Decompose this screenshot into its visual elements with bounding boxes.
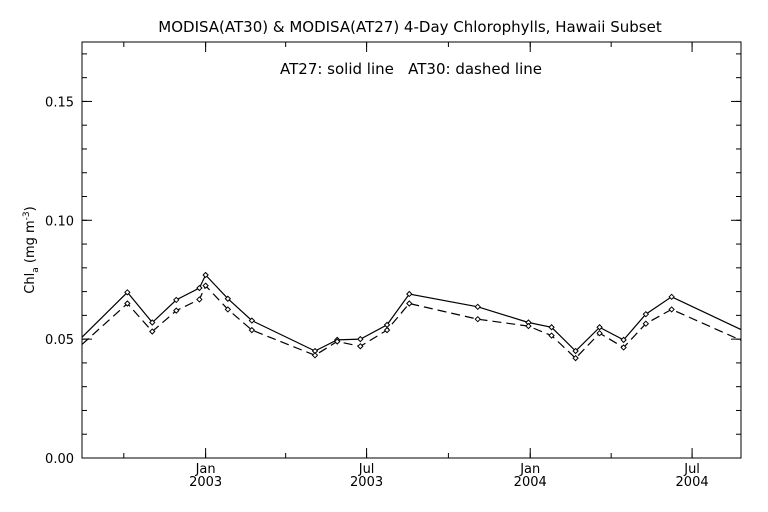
data-point-at27	[124, 289, 131, 296]
data-point-at30	[474, 315, 481, 323]
x-tick-month-label: Jan	[519, 462, 540, 477]
x-tick-month-label: Jan	[195, 462, 216, 477]
y-axis-label-base: Chl	[23, 273, 38, 294]
chart-title: MODISA(AT30) & MODISA(AT27) 4-Day Chloro…	[158, 18, 662, 36]
data-point-at30	[196, 296, 203, 303]
data-point-at27	[572, 347, 579, 355]
data-point-at27	[149, 319, 156, 326]
data-point-at30	[572, 354, 579, 362]
y-axis-label-unit-close: )	[23, 206, 38, 211]
data-point-at30	[642, 320, 650, 327]
legend-annotation: AT27: solid line AT30: dashed line	[280, 60, 542, 78]
data-point-at27	[620, 336, 627, 344]
x-tick-year-label: 2004	[676, 475, 709, 490]
x-tick-year-label: 2003	[350, 475, 383, 490]
data-point-at27	[474, 303, 481, 311]
y-axis-label-unit-sup: -3	[22, 211, 32, 220]
data-point-at30	[124, 300, 131, 307]
series-group	[81, 271, 742, 362]
data-point-at30	[311, 352, 319, 359]
y-tick-label: 0.05	[45, 333, 74, 348]
data-point-at30	[620, 344, 627, 351]
x-tick-year-label: 2003	[189, 475, 222, 490]
data-point-at30	[334, 338, 341, 345]
x-tick-month-label: Jul	[683, 462, 700, 477]
data-point-at27	[224, 295, 232, 302]
y-tick-label: 0.10	[45, 214, 74, 229]
y-axis-label-unit-open: (mg m	[23, 220, 38, 267]
data-point-at30	[596, 329, 603, 337]
y-axis-label: Chla (mg m-3)	[22, 206, 41, 293]
data-point-at30	[406, 300, 413, 307]
data-point-at27	[173, 296, 180, 304]
data-point-at30	[525, 322, 532, 330]
data-point-at27	[548, 324, 555, 331]
x-tick-month-label: Jul	[358, 462, 375, 477]
axis-ticks: 0.000.050.100.15Jan2003Jul2003Jan2004Jul…	[45, 42, 741, 490]
data-point-at30	[383, 326, 391, 334]
y-axis-label-sub: a	[31, 267, 41, 273]
data-point-at27	[357, 335, 364, 343]
data-point-at30	[357, 343, 364, 350]
y-tick-label: 0.00	[45, 452, 74, 467]
series-line-at30	[81, 284, 742, 360]
data-point-at27	[406, 290, 413, 298]
data-point-at27	[196, 284, 203, 292]
data-point-at27	[668, 293, 675, 301]
data-point-at30	[149, 328, 156, 335]
data-point-at30	[668, 306, 675, 313]
plot-frame	[81, 41, 742, 459]
data-point-at27	[642, 310, 650, 318]
data-point-at30	[548, 332, 555, 339]
data-point-at30	[173, 307, 180, 314]
data-point-at30	[224, 306, 232, 313]
data-point-at27	[202, 271, 209, 279]
data-point-at30	[248, 326, 256, 334]
series-line-at27	[81, 273, 742, 352]
data-point-at27	[596, 324, 603, 331]
data-point-at30	[202, 282, 209, 289]
y-tick-label: 0.15	[45, 95, 74, 110]
x-tick-year-label: 2004	[514, 475, 547, 490]
data-point-at27	[248, 317, 256, 324]
